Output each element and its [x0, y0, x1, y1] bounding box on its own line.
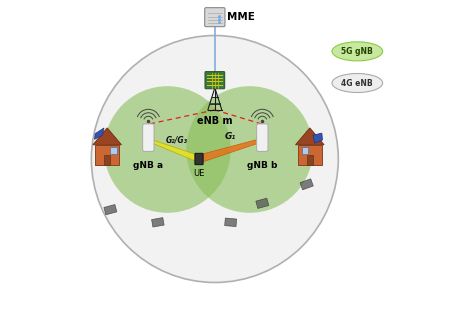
Polygon shape: [151, 137, 197, 161]
Text: 5G gNB: 5G gNB: [341, 47, 373, 56]
FancyBboxPatch shape: [104, 155, 110, 165]
Polygon shape: [225, 218, 237, 227]
Polygon shape: [256, 198, 269, 209]
FancyBboxPatch shape: [110, 147, 117, 154]
FancyBboxPatch shape: [95, 145, 119, 165]
Text: G₁: G₁: [225, 132, 237, 141]
Text: gNB a: gNB a: [133, 161, 164, 169]
FancyBboxPatch shape: [298, 145, 322, 165]
Circle shape: [186, 86, 313, 213]
FancyBboxPatch shape: [205, 72, 225, 89]
Text: 4G eNB: 4G eNB: [341, 79, 373, 87]
FancyBboxPatch shape: [205, 8, 225, 27]
Text: eNB m: eNB m: [197, 116, 233, 126]
Polygon shape: [152, 218, 164, 227]
Polygon shape: [94, 128, 104, 139]
Polygon shape: [313, 133, 322, 143]
FancyBboxPatch shape: [256, 124, 268, 151]
Text: UE: UE: [193, 169, 205, 178]
FancyBboxPatch shape: [195, 153, 203, 165]
Polygon shape: [93, 128, 121, 145]
FancyBboxPatch shape: [302, 147, 308, 154]
Polygon shape: [296, 128, 324, 145]
Circle shape: [104, 86, 231, 213]
FancyBboxPatch shape: [143, 124, 154, 151]
Ellipse shape: [332, 42, 383, 61]
Text: G₂/G₃: G₂/G₃: [166, 135, 188, 144]
Polygon shape: [104, 204, 117, 215]
Text: gNB b: gNB b: [247, 161, 277, 169]
Ellipse shape: [91, 36, 338, 282]
Ellipse shape: [332, 73, 383, 93]
Polygon shape: [201, 136, 260, 162]
Polygon shape: [300, 179, 313, 190]
Text: MME: MME: [227, 12, 255, 22]
FancyBboxPatch shape: [307, 155, 313, 165]
